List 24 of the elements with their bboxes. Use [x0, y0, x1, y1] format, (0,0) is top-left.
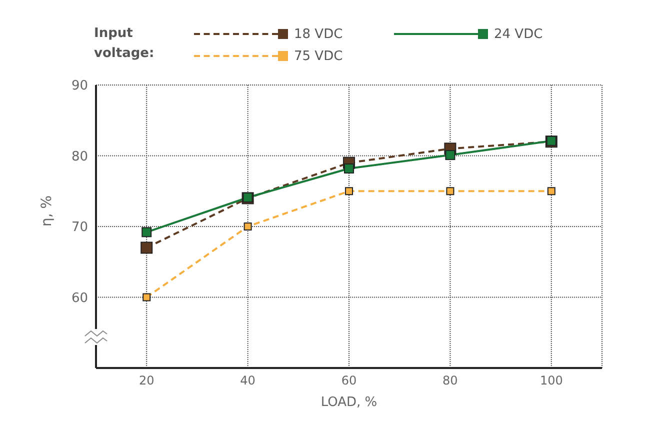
- x-tick-label: 80: [442, 374, 458, 388]
- x-tick-label: 60: [341, 374, 357, 388]
- point: [140, 242, 153, 254]
- legend-label: 18 VDC: [294, 26, 343, 42]
- y-axis-title: η, %: [38, 195, 55, 226]
- point: [547, 187, 556, 196]
- x-tick-label: 20: [138, 374, 154, 388]
- x-tick-label: 100: [540, 374, 563, 388]
- legend-title: Input voltage:: [94, 25, 156, 63]
- point: [142, 227, 152, 238]
- point: [445, 150, 456, 160]
- point: [345, 187, 353, 196]
- y-tick-label: 70: [71, 220, 88, 236]
- point: [446, 187, 454, 196]
- y-tick-label: 60: [71, 290, 88, 306]
- x-tick-label: 40: [240, 374, 256, 388]
- point: [244, 222, 252, 230]
- point: [344, 163, 354, 174]
- x-axis-title: LOAD, %: [320, 395, 378, 410]
- legend-label: 24 VDC: [494, 26, 543, 42]
- y-tick-label: 80: [71, 149, 88, 164]
- point: [142, 293, 151, 302]
- y-tick-label: 90: [71, 78, 88, 94]
- legend-label: 75 VDC: [294, 48, 343, 64]
